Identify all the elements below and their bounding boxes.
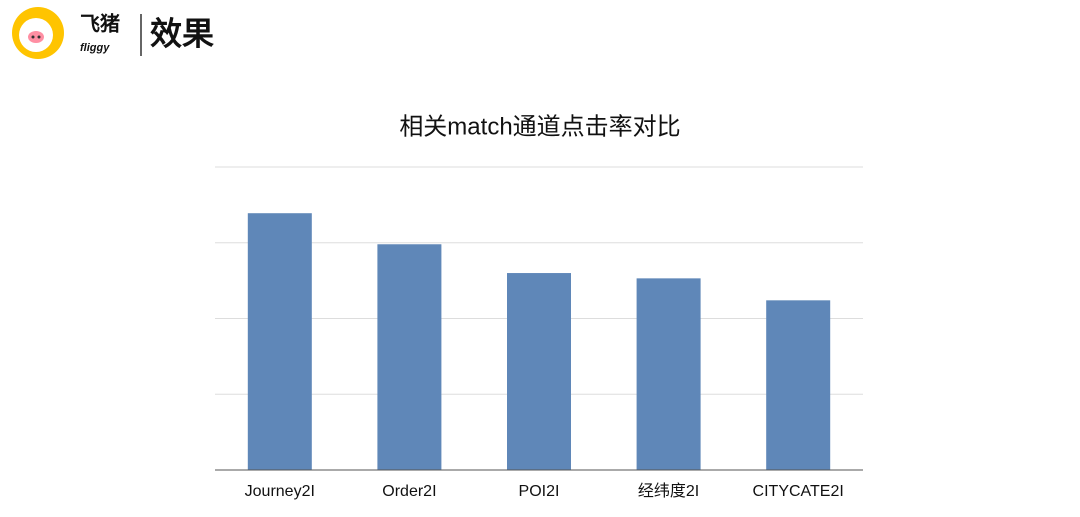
bar (377, 244, 442, 470)
logo-nose (28, 31, 44, 43)
chart-title: 相关match通道点击率对比 (399, 113, 680, 140)
bar (636, 278, 701, 470)
x-tick-label: 经纬度2I (638, 482, 699, 500)
x-tick-label: CITYCATE2I (753, 483, 844, 500)
brand-name-en: fliggy (80, 42, 110, 54)
page-title: 效果 (150, 15, 214, 51)
logo (12, 7, 64, 59)
x-tick-label: Journey2I (245, 483, 315, 500)
logo-nostril (37, 35, 41, 39)
bar (766, 300, 831, 470)
brand-name: 飞猪 (80, 11, 120, 35)
logo-nostril (31, 35, 35, 39)
bar (247, 213, 312, 470)
x-tick-label: POI2I (519, 483, 560, 500)
x-tick-label: Order2I (382, 483, 436, 500)
bar (507, 273, 571, 470)
